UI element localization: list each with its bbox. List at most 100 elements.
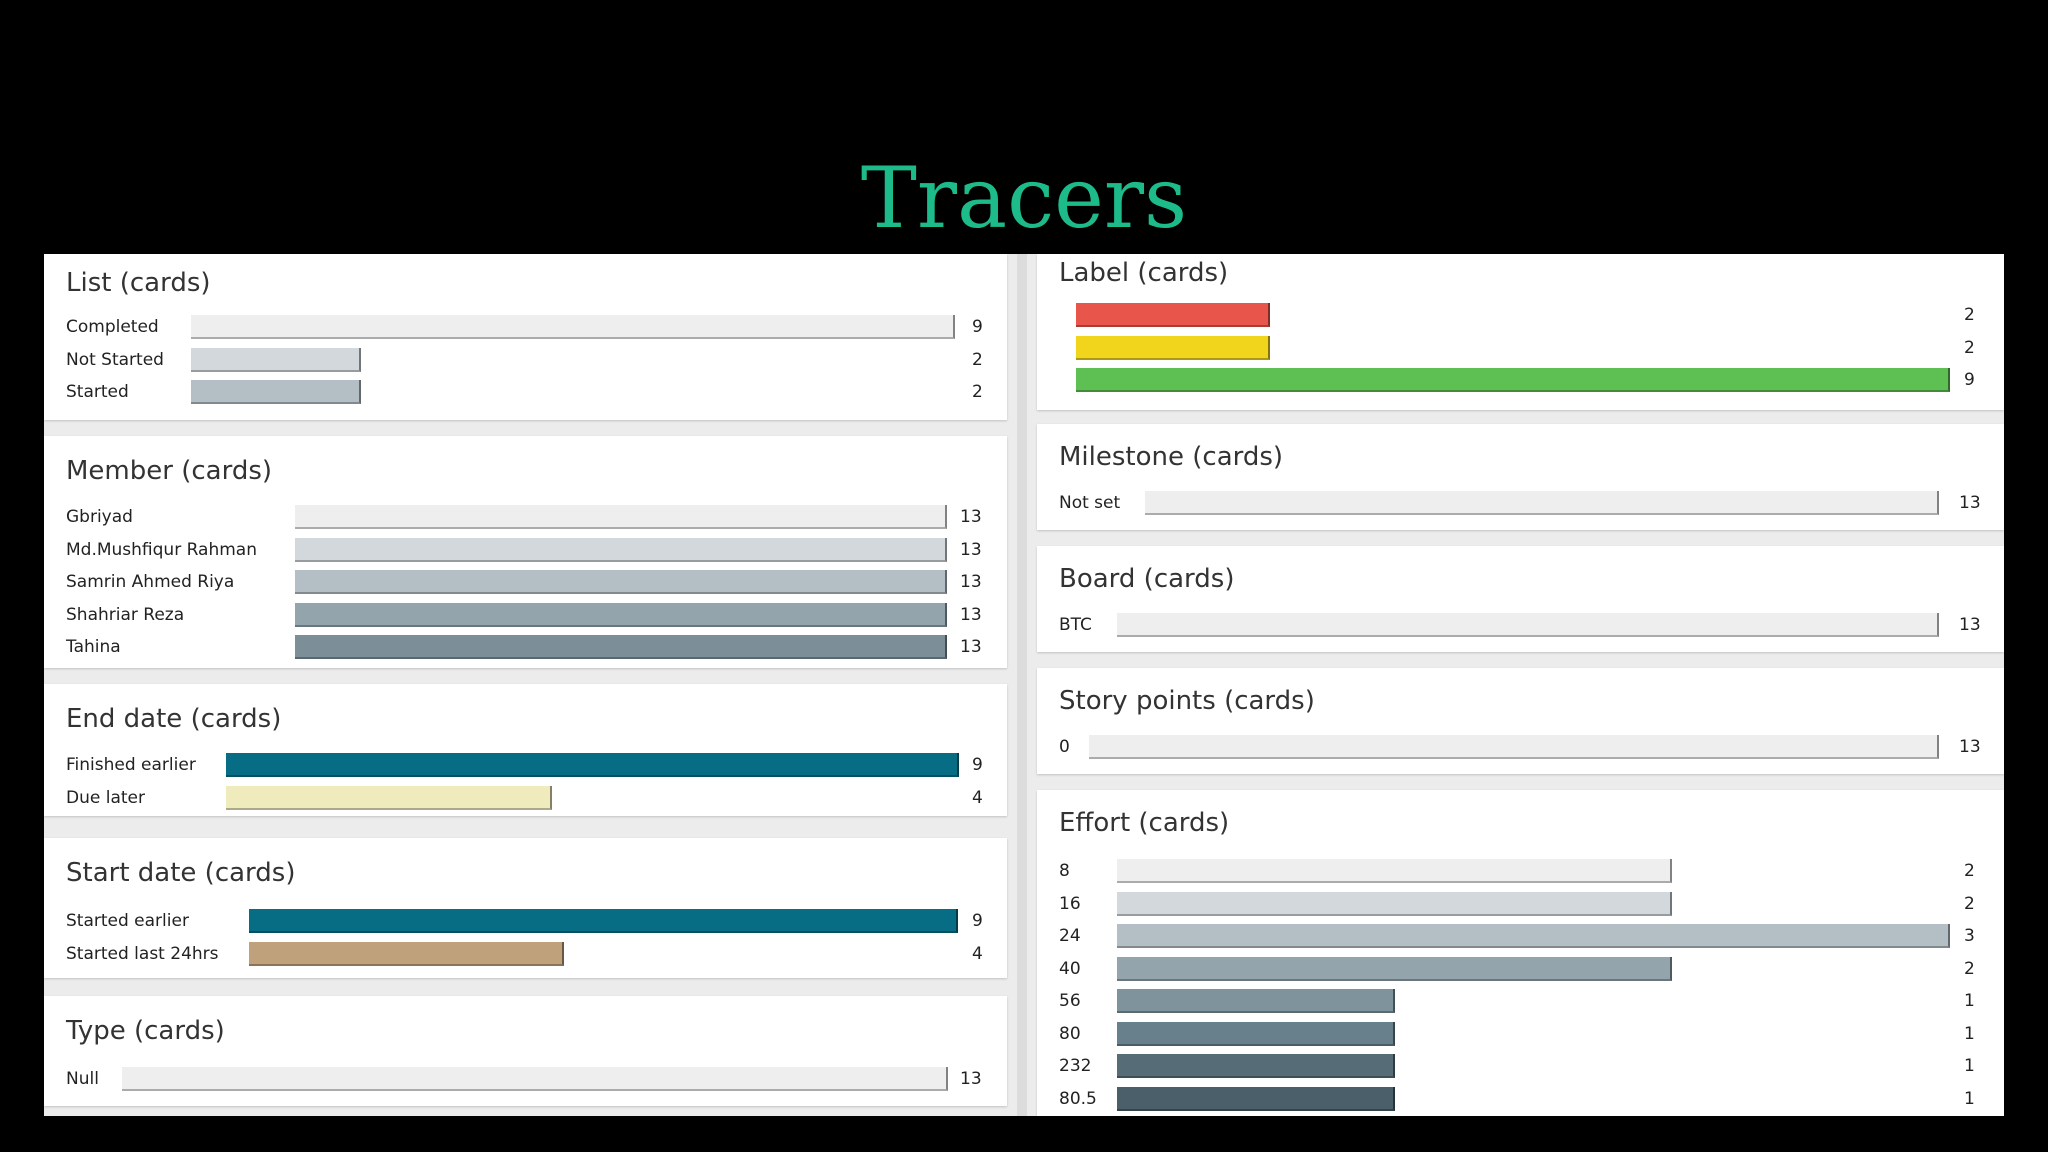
member-row[interactable]: Samrin Ahmed Riya 13 [44,569,1007,595]
effort-bar-232[interactable] [1117,1054,1395,1078]
member-chart-title: Member (cards) [66,456,273,486]
effort-data-label: 2 [1964,958,1975,979]
list-data-label: 2 [972,382,983,402]
effort-tick-label: 40 [1059,958,1081,979]
label-row[interactable]: 9 [1037,367,2004,393]
type-data-label: 13 [960,1069,982,1089]
type-row[interactable]: Null 13 [44,1066,1007,1092]
end-date-row[interactable]: Finished earlier 9 [44,752,1007,778]
label-data-label: 9 [1964,370,1975,390]
list-tick-label: Started [66,382,129,402]
start-date-row[interactable]: Started earlier 9 [44,908,1007,934]
effort-row[interactable]: 80.5 1 [1037,1086,2004,1112]
end-date-bar-due-later[interactable] [226,785,552,810]
label-bar-2[interactable] [1076,335,1270,360]
milestone-data-label: 13 [1959,493,1981,513]
milestone-row[interactable]: Not set 13 [1037,490,2004,516]
member-row[interactable]: Shahriar Reza 13 [44,602,1007,628]
end-date-row[interactable]: Due later 4 [44,785,1007,811]
effort-row[interactable]: 232 1 [1037,1053,2004,1079]
effort-chart-card: Effort (cards) 8 2 16 2 24 3 40 2 56 1 80 1 232 1 80.5 1 [1037,790,2004,1116]
effort-data-label: 1 [1964,1056,1975,1076]
effort-bar-80[interactable] [1117,1021,1395,1046]
list-chart-card: List (cards) Completed 9 Not Started 2 Starte… [44,254,1007,420]
effort-data-label: 2 [1964,893,1975,914]
list-row[interactable]: Completed 9 [44,314,1007,340]
member-bar-tahina[interactable] [295,635,947,659]
member-bar-gbriyad[interactable] [295,505,947,529]
effort-row[interactable]: 24 3 [1037,923,2004,949]
label-bar-1[interactable] [1076,303,1270,327]
board-chart-title: Board (cards) [1059,564,1235,594]
end-date-tick-label: Due later [66,787,145,808]
effort-row[interactable]: 40 2 [1037,956,2004,982]
label-chart-title: Label (cards) [1059,258,1229,288]
list-bar-not-started[interactable] [191,347,361,372]
effort-data-label: 1 [1964,991,1975,1011]
story-points-bar-0[interactable] [1089,735,1939,759]
member-chart-card: Member (cards) Gbriyad 13 Md.Mushfiqur Rahm… [44,436,1007,668]
board-chart-card: Board (cards) BTC 13 [1037,546,2004,652]
list-data-label: 2 [972,349,983,370]
member-bar-shahriar-reza[interactable] [295,602,947,627]
effort-row[interactable]: 80 1 [1037,1021,2004,1047]
effort-chart-title: Effort (cards) [1059,808,1230,838]
milestone-tick-label: Not set [1059,493,1121,513]
label-row[interactable]: 2 [1037,335,2004,361]
member-bar-samrin-ahmed-riya[interactable] [295,570,947,594]
effort-tick-label: 232 [1059,1056,1092,1076]
board-row[interactable]: BTC 13 [1037,612,2004,638]
story-points-tick-label: 0 [1059,737,1070,757]
effort-bar-40[interactable] [1117,956,1672,981]
type-chart-title: Type (cards) [66,1016,225,1046]
list-row[interactable]: Not Started 2 [44,347,1007,373]
effort-bar-16[interactable] [1117,891,1672,916]
effort-row[interactable]: 56 1 [1037,988,2004,1014]
member-row[interactable]: Md.Mushfiqur Rahman 13 [44,537,1007,563]
board-data-label: 13 [1959,615,1981,635]
end-date-data-label: 9 [972,755,983,775]
member-row[interactable]: Gbriyad 13 [44,504,1007,530]
member-data-label: 13 [960,637,982,657]
board-bar-btc[interactable] [1117,613,1939,637]
type-chart-card: Type (cards) Null 13 [44,996,1007,1106]
effort-bar-8[interactable] [1117,859,1672,883]
label-chart-card: Label (cards) 2 2 9 [1037,254,2004,410]
list-row[interactable]: Started 2 [44,379,1007,405]
type-bar-null[interactable] [122,1067,948,1091]
start-date-bar-started-last-24hrs[interactable] [249,941,564,966]
member-row[interactable]: Tahina 13 [44,634,1007,660]
start-date-bar-started-earlier[interactable] [249,909,958,933]
member-bar-md-mushfiqur-rahman[interactable] [295,537,947,562]
board-tick-label: BTC [1059,615,1092,635]
effort-bar-24[interactable] [1117,924,1950,948]
effort-bar-80-5[interactable] [1117,1086,1395,1111]
start-date-data-label: 9 [972,911,983,931]
end-date-chart-card: End date (cards) Finished earlier 9 Due lat… [44,684,1007,816]
label-row[interactable]: 2 [1037,302,2004,328]
list-bar-completed[interactable] [191,315,955,339]
story-points-chart-card: Story points (cards) 0 13 [1037,668,2004,774]
member-tick-label: Md.Mushfiqur Rahman [66,539,257,560]
start-date-row[interactable]: Started last 24hrs 4 [44,941,1007,967]
end-date-bar-finished-earlier[interactable] [226,753,959,777]
list-bar-started[interactable] [191,380,361,404]
effort-tick-label: 24 [1059,926,1081,946]
end-date-data-label: 4 [972,787,983,808]
label-bar-3[interactable] [1076,368,1950,392]
member-data-label: 13 [960,507,982,527]
end-date-chart-title: End date (cards) [66,704,282,734]
member-tick-label: Samrin Ahmed Riya [66,572,235,592]
dashboard-panel: List (cards) Completed 9 Not Started 2 Starte… [44,254,2004,1116]
story-points-row[interactable]: 0 13 [1037,734,2004,760]
effort-row[interactable]: 16 2 [1037,891,2004,917]
effort-data-label: 1 [1964,1023,1975,1044]
milestone-bar-not-set[interactable] [1145,491,1939,515]
list-chart-title: List (cards) [66,268,211,298]
milestone-chart-title: Milestone (cards) [1059,442,1284,472]
effort-bar-56[interactable] [1117,989,1395,1013]
effort-tick-label: 56 [1059,991,1081,1011]
list-tick-label: Not Started [66,349,164,370]
label-data-label: 2 [1964,305,1975,325]
